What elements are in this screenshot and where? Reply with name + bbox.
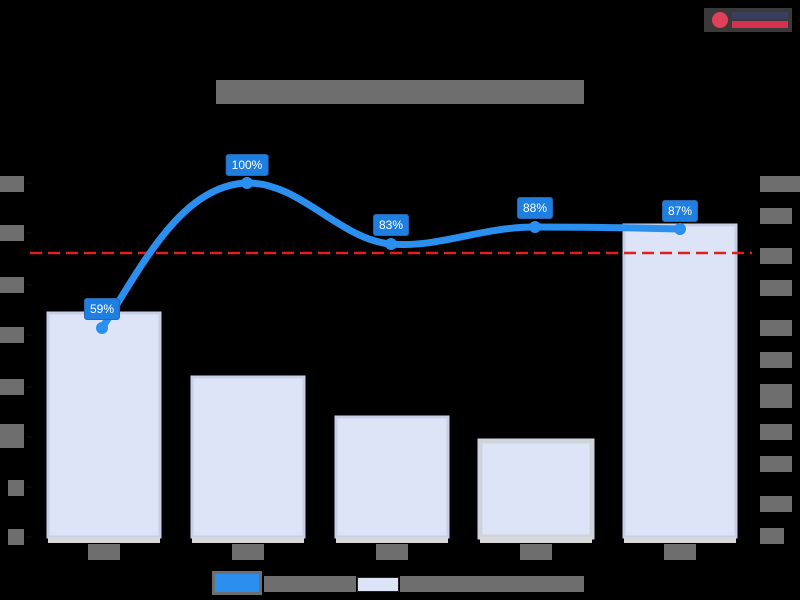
logo-mark-icon [712,12,728,28]
bar-series [46,223,738,540]
bar-4 [477,438,595,540]
brand-logo [704,8,792,32]
bar-5 [622,223,738,539]
point-label-1: 59% [83,298,121,320]
point-label-3: 83% [372,214,410,236]
logo-text-line2 [732,21,788,28]
legend-label-bar [400,576,584,592]
bar-3 [334,415,450,539]
point-label-2: 100% [225,154,269,176]
bar-bases [48,537,736,543]
legend-swatch-line [212,571,262,595]
point-label-4: 88% [516,197,554,219]
left-axis-ticks [26,182,32,538]
chart-title [216,80,584,104]
legend-swatch-bar [357,577,399,592]
bar-2 [190,375,306,539]
point-label-5: 87% [661,200,699,222]
line-series [98,179,684,332]
line-points [96,177,686,334]
legend-label-line [264,576,356,592]
logo-text-line1 [732,12,788,19]
bar-1 [46,311,162,539]
